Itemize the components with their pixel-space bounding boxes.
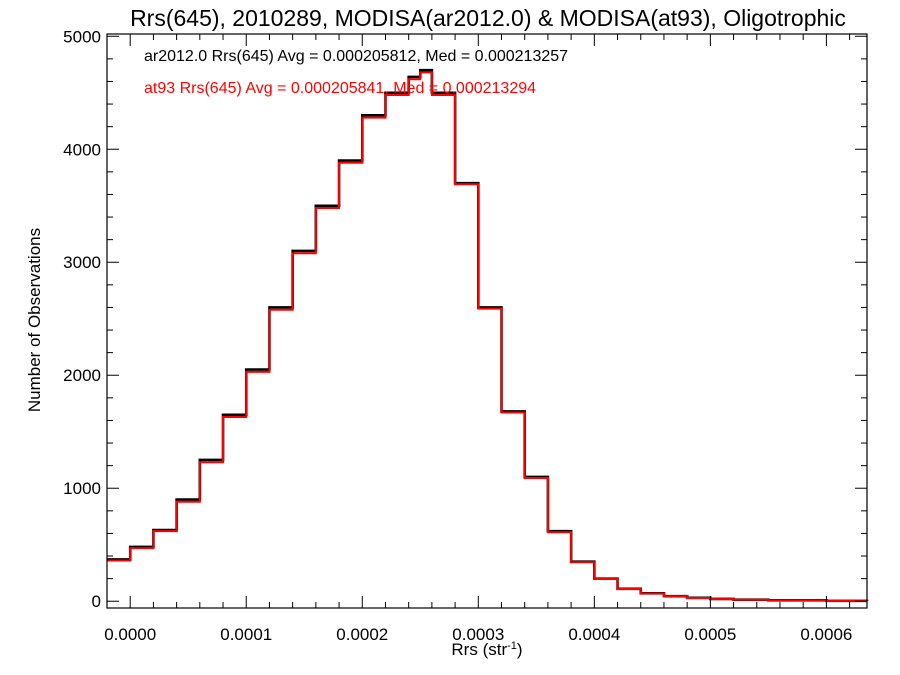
y-tick-label: 0 xyxy=(92,592,101,611)
y-tick-label: 1000 xyxy=(63,479,101,498)
ticks-layer xyxy=(106,34,867,608)
x-axis-label: Rrs (str-1) xyxy=(451,640,522,659)
x-tick-label: 0.0000 xyxy=(104,625,156,644)
y-tick-label: 5000 xyxy=(63,27,101,46)
chart-title: Rrs(645), 2010289, MODISA(ar2012.0) & MO… xyxy=(130,5,846,31)
y-tick-label: 4000 xyxy=(63,140,101,159)
x-tick-label: 0.0003 xyxy=(452,625,504,644)
series-line-ar2012 xyxy=(107,68,869,603)
series-line-at93 xyxy=(107,71,868,602)
x-tick-labels: 0.0000 0.0001 0.0002 0.0003 0.0004 0.0005 0.00… xyxy=(104,625,852,644)
series-layer xyxy=(107,68,869,603)
annotation-ar2012: ar2012.0 Rrs(645) Avg = 0.000205812, Med… xyxy=(144,48,568,65)
x-tick-label: 0.0004 xyxy=(568,625,620,644)
x-tick-label: 0.0005 xyxy=(684,625,736,644)
annotation-at93: at93 Rrs(645) Avg = 0.000205841, Med = 0… xyxy=(144,80,536,97)
y-axis-label: Number of Observations xyxy=(25,228,44,412)
plot-frame xyxy=(106,33,868,609)
y-tick-labels: 0 1000 2000 3000 4000 5000 xyxy=(63,27,101,611)
y-tick-label: 2000 xyxy=(63,366,101,385)
x-tick-label: 0.0006 xyxy=(800,625,852,644)
x-tick-label: 0.0001 xyxy=(220,625,272,644)
x-tick-label: 0.0002 xyxy=(336,625,388,644)
y-tick-label: 3000 xyxy=(63,253,101,272)
